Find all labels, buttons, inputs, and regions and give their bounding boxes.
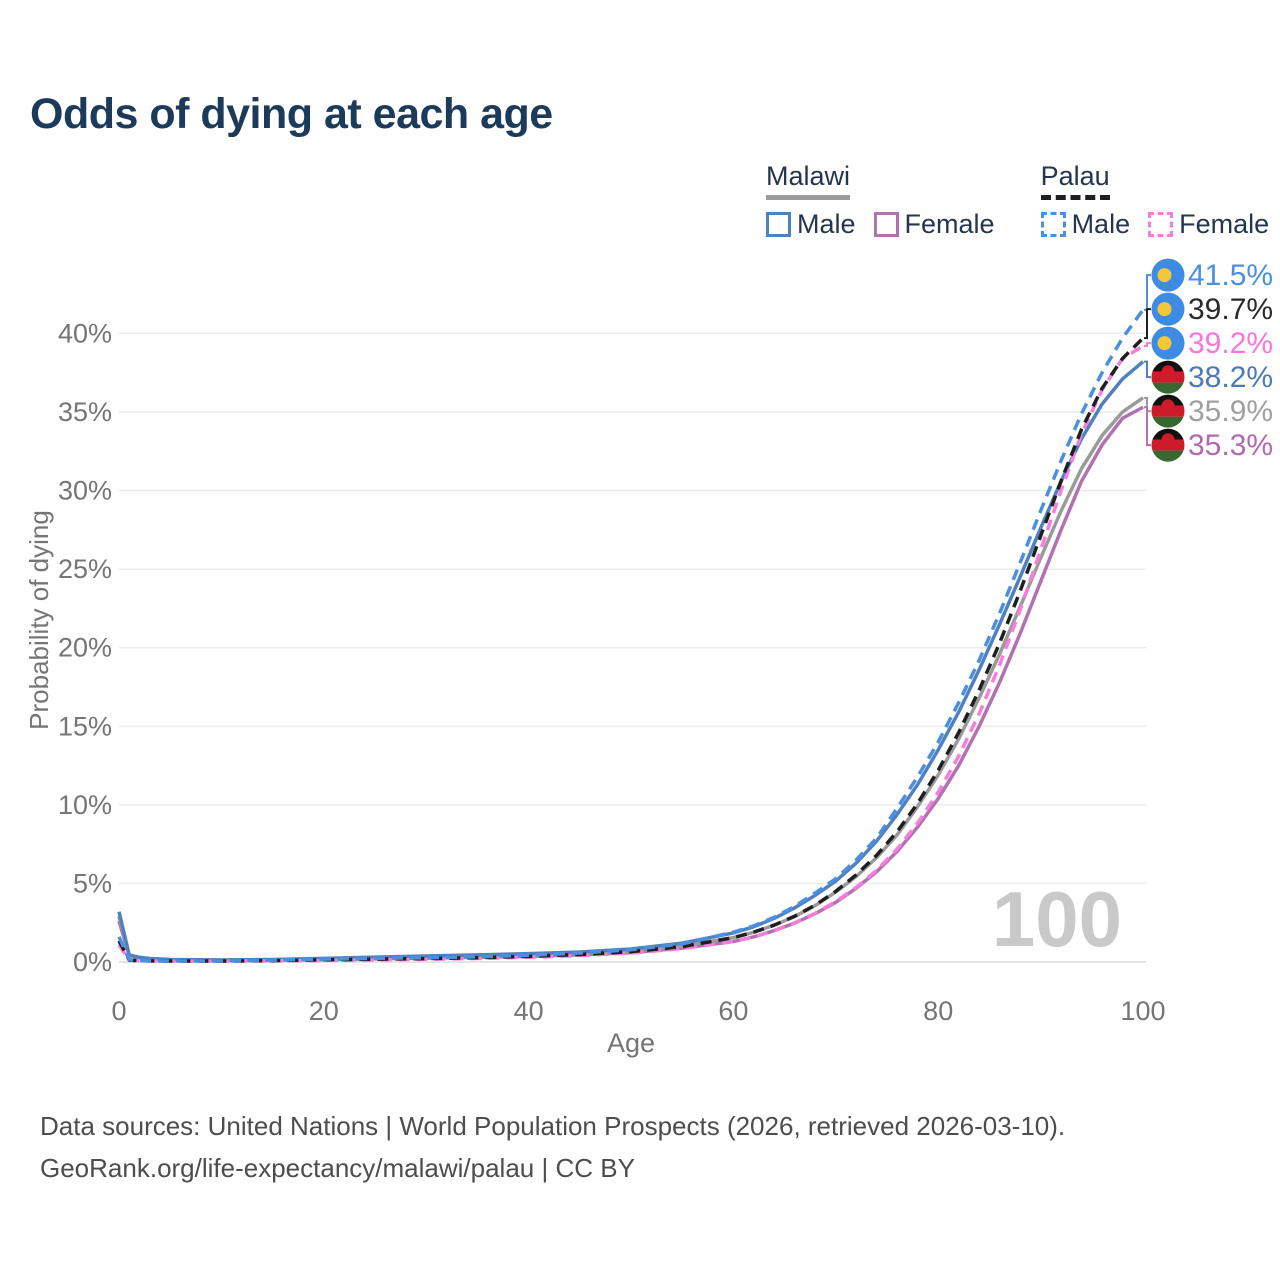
end-label-palau-male: 41.5% [1188,259,1273,292]
legend-country-palau[interactable]: Palau [1040,161,1110,200]
leader-line-malawi-female [1144,406,1151,447]
series-line-palau-male[interactable] [117,308,1145,963]
age-watermark: 100 [992,875,1122,963]
series-line-palau-female[interactable] [117,344,1144,963]
legend-item-label: Male [797,209,856,239]
legend-group-malawi: Malawi Male Female [766,161,995,240]
y-tick-label: 40% [58,318,112,348]
flag-icon-malawi [1151,394,1185,428]
end-label-palau-total: 39.7% [1188,293,1273,326]
x-tick-label: 0 [111,996,126,1026]
flag-icon-malawi [1151,428,1185,462]
y-tick-label: 15% [58,711,112,741]
palau-female-swatch [1148,212,1174,237]
legend-item-palau-male[interactable]: Male [1040,209,1131,240]
y-tick-label: 20% [58,633,112,663]
series-line-palau-total[interactable] [117,336,1145,963]
legend-item-label: Female [904,209,995,239]
malawi-female-swatch [873,212,899,237]
x-tick-label: 40 [514,996,544,1026]
y-tick-label: 5% [73,868,112,898]
legend-item-label: Male [1071,209,1131,239]
legend: Malawi Male Female Palau Male Female [766,161,1269,240]
leader-line-malawi-total [1144,396,1151,413]
palau-male-swatch [1040,212,1066,237]
leader-line-palau-male [1144,274,1151,311]
x-axis-title: Age [607,1028,655,1058]
leader-line-palau-total [1144,308,1151,340]
legend-country-malawi[interactable]: Malawi [766,161,851,200]
legend-item-malawi-female[interactable]: Female [873,209,995,240]
y-tick-label: 35% [58,397,112,427]
malawi-male-swatch [766,212,791,237]
legend-item-palau-female[interactable]: Female [1148,209,1269,240]
x-tick-label: 100 [1120,996,1165,1026]
x-tick-label: 20 [309,996,339,1026]
flag-icon-palau [1151,258,1185,292]
legend-group-palau: Palau Male Female [1040,161,1269,240]
footer: Data sources: United Nations | World Pop… [40,1105,1065,1189]
x-tick-label: 60 [718,996,748,1026]
footer-data-sources: Data sources: United Nations | World Pop… [40,1111,1066,1141]
series-line-malawi-total[interactable] [117,396,1144,962]
chart-title: Odds of dying at each age [30,90,553,138]
legend-item-label: Female [1179,209,1270,239]
x-tick-label: 80 [923,996,953,1026]
end-label-malawi-male: 38.2% [1188,361,1273,394]
footer-attribution: GeoRank.org/life-expectancy/malawi/palau… [40,1153,635,1183]
y-axis-title: Probability of dying [24,510,54,730]
end-label-malawi-total: 35.9% [1188,395,1273,428]
leader-line-malawi-male [1144,360,1151,379]
y-tick-label: 0% [73,947,112,977]
leader-line-palau-female [1144,342,1151,347]
flag-icon-palau [1151,292,1185,326]
y-tick-label: 30% [58,476,112,506]
y-tick-label: 25% [58,554,112,584]
flag-icon-malawi [1151,360,1185,394]
series-line-malawi-male[interactable] [117,360,1145,962]
legend-item-malawi-male[interactable]: Male [766,209,856,240]
flag-icon-palau [1151,326,1185,360]
y-tick-label: 10% [58,790,112,820]
end-label-malawi-female: 35.3% [1188,429,1273,462]
end-label-palau-female: 39.2% [1188,327,1273,360]
